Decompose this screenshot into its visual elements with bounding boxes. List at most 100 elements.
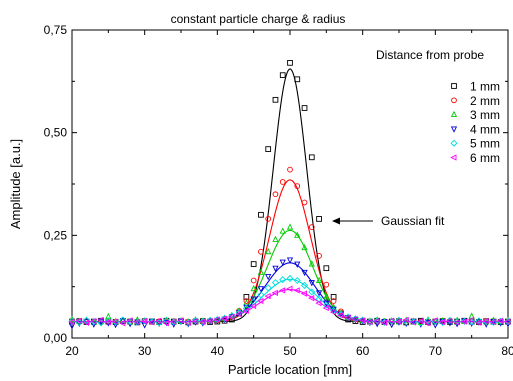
data-point <box>308 224 315 230</box>
data-point <box>184 319 191 326</box>
data-point <box>294 76 301 83</box>
data-point <box>279 179 286 185</box>
legend-marker <box>451 83 457 89</box>
data-point <box>496 317 504 324</box>
data-point <box>380 319 387 326</box>
data-point <box>373 318 380 325</box>
data-point <box>293 287 300 294</box>
annotation-arrow-head <box>332 217 340 225</box>
data-point <box>83 316 90 323</box>
x-tick-label: 30 <box>138 344 152 358</box>
annotation-text: Gaussian fit <box>381 214 445 228</box>
legend-marker <box>450 154 457 161</box>
data-point <box>315 276 323 283</box>
data-point <box>140 318 148 325</box>
data-point <box>424 317 432 325</box>
data-point <box>163 316 170 323</box>
data-point <box>279 259 286 266</box>
data-point <box>177 317 184 324</box>
data-point <box>387 317 395 324</box>
data-point <box>293 276 301 285</box>
data-point <box>243 299 250 306</box>
data-point <box>286 223 294 230</box>
data-point <box>322 301 330 309</box>
data-point <box>265 273 272 281</box>
data-point <box>461 318 468 325</box>
x-tick-label: 70 <box>429 344 443 358</box>
data-point <box>169 318 177 325</box>
data-point <box>351 315 358 323</box>
data-point <box>316 216 322 222</box>
data-point <box>170 321 177 328</box>
fit-curve <box>72 262 508 323</box>
data-point <box>133 318 140 326</box>
data-point <box>475 319 482 326</box>
data-point <box>489 318 496 326</box>
legend-marker <box>450 126 458 133</box>
x-axis-label: Particle location [mm] <box>228 362 352 377</box>
data-point <box>395 318 402 325</box>
data-point <box>250 284 257 292</box>
data-point <box>431 317 438 324</box>
data-point <box>374 321 381 328</box>
data-point <box>148 319 155 326</box>
data-point <box>89 318 97 325</box>
legend: 1 mm2 mm3 mm4 mm5 mm6 mm <box>450 80 500 165</box>
data-point <box>329 308 337 316</box>
data-point <box>272 96 279 103</box>
data-point <box>162 316 171 324</box>
data-point <box>308 260 315 267</box>
data-point <box>504 318 511 325</box>
data-point <box>409 319 416 326</box>
data-point <box>330 294 337 300</box>
data-point <box>257 291 265 299</box>
data-point <box>97 316 104 324</box>
data-point <box>82 319 89 326</box>
data-point <box>265 216 272 222</box>
data-point <box>271 289 278 296</box>
data-point <box>258 248 264 255</box>
data-point <box>243 298 250 304</box>
data-point <box>294 261 301 268</box>
data-point <box>337 312 344 319</box>
data-point <box>307 295 315 302</box>
data-point <box>249 302 257 310</box>
data-point <box>82 316 91 324</box>
data-points <box>68 60 512 330</box>
data-point <box>198 318 206 326</box>
data-point <box>213 316 220 323</box>
legend-label: 1 mm <box>470 80 500 94</box>
data-point <box>301 199 308 206</box>
data-point <box>272 235 279 242</box>
data-point <box>438 318 446 326</box>
data-point <box>265 247 272 255</box>
data-point <box>257 297 264 305</box>
data-point <box>220 315 228 322</box>
data-point <box>162 320 169 327</box>
axes: 20 30 40 50 60 70 80 0,00 0,25 0,50 0,75 <box>44 23 513 358</box>
data-point <box>316 253 322 259</box>
chart-title: constant particle charge & radius <box>171 12 346 26</box>
data-point <box>301 243 308 251</box>
data-point <box>75 317 82 324</box>
data-point <box>286 257 294 264</box>
data-point <box>126 317 133 324</box>
data-point <box>287 60 293 66</box>
data-point <box>460 318 467 325</box>
x-tick-label: 60 <box>356 344 370 358</box>
data-point <box>258 211 264 218</box>
data-point <box>483 321 490 328</box>
legend-title: Distance from probe <box>376 48 484 62</box>
fit-curves <box>72 68 508 323</box>
data-point <box>250 261 257 267</box>
data-point <box>272 191 279 198</box>
data-point <box>278 287 286 294</box>
legend-label: 6 mm <box>470 151 500 165</box>
fit-curve <box>72 68 508 323</box>
data-point <box>424 320 431 327</box>
x-tick-label: 50 <box>283 344 297 358</box>
data-point <box>308 280 315 287</box>
legend-label: 3 mm <box>470 108 500 122</box>
y-axis-label: Amplitude [a.u.] <box>8 139 23 229</box>
data-point <box>155 317 162 324</box>
